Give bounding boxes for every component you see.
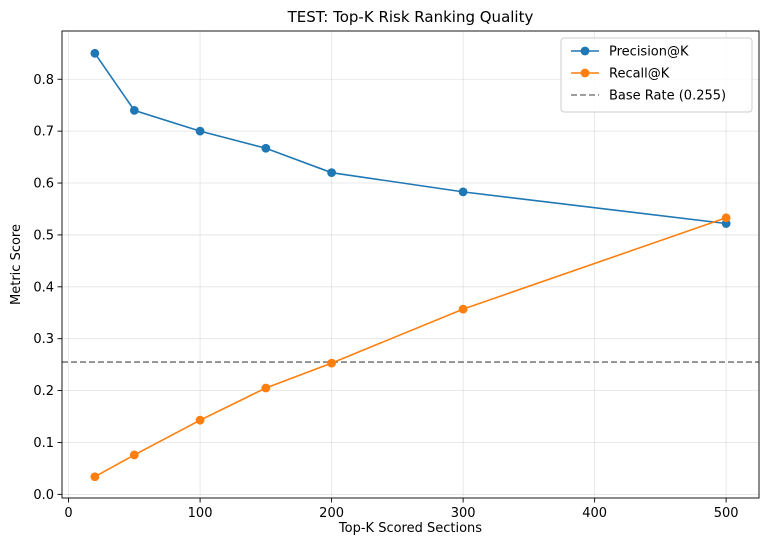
series-group: [90, 48, 731, 482]
series-recall: [90, 213, 731, 482]
y-tick-label: 0.1: [33, 436, 54, 451]
data-point: [721, 213, 731, 223]
data-point: [129, 105, 139, 115]
y-axis: 0.0 0.1 0.2 0.3 0.4 0.5 0.6 0.7 0.8: [33, 73, 62, 503]
legend-label: Base Rate (0.255): [609, 89, 726, 104]
y-tick-label: 0.7: [33, 125, 54, 140]
x-tick-label: 500: [714, 506, 739, 521]
plot-frame: [61, 30, 760, 499]
x-tick-label: 200: [319, 506, 344, 521]
legend-item: Recall@K: [571, 67, 670, 82]
legend-box: [560, 37, 753, 113]
x-tick-label: 100: [188, 506, 213, 521]
legend-item: Precision@K: [571, 45, 689, 60]
chart-title: TEST: Top-K Risk Ranking Quality: [287, 8, 534, 26]
data-point: [261, 383, 271, 393]
data-point: [327, 358, 336, 368]
y-tick-label: 0.2: [33, 384, 54, 399]
legend-marker: [580, 68, 590, 78]
data-point: [129, 450, 139, 460]
x-axis: 0 100 200 300 400 500: [64, 498, 739, 521]
x-tick-label: 400: [582, 506, 607, 521]
legend-label: Precision@K: [609, 45, 689, 60]
y-tick-label: 0.5: [33, 228, 54, 243]
data-point: [195, 126, 205, 136]
legend-marker: [580, 46, 590, 56]
data-point: [195, 415, 205, 425]
data-point: [458, 304, 468, 314]
y-tick-label: 0.0: [33, 488, 54, 503]
y-tick-label: 0.8: [33, 73, 54, 88]
data-point: [327, 168, 336, 178]
y-tick-label: 0.4: [33, 280, 54, 295]
x-axis-title: Top-K Scored Sections: [338, 521, 482, 536]
y-tick-label: 0.6: [33, 177, 54, 192]
series-line: [94, 217, 727, 478]
data-point: [458, 187, 468, 197]
y-tick-label: 0.3: [33, 332, 54, 347]
data-point: [261, 143, 271, 153]
legend-label: Recall@K: [609, 67, 670, 82]
legend: Precision@K Recall@K Base Rate (0.255): [560, 37, 753, 113]
y-axis-title: Metric Score: [9, 224, 24, 305]
data-point: [90, 472, 100, 482]
series-precision: [90, 48, 731, 228]
x-tick-label: 0: [64, 506, 72, 521]
data-point: [90, 48, 100, 58]
x-tick-label: 300: [451, 506, 476, 521]
legend-item: Base Rate (0.255): [571, 89, 726, 104]
